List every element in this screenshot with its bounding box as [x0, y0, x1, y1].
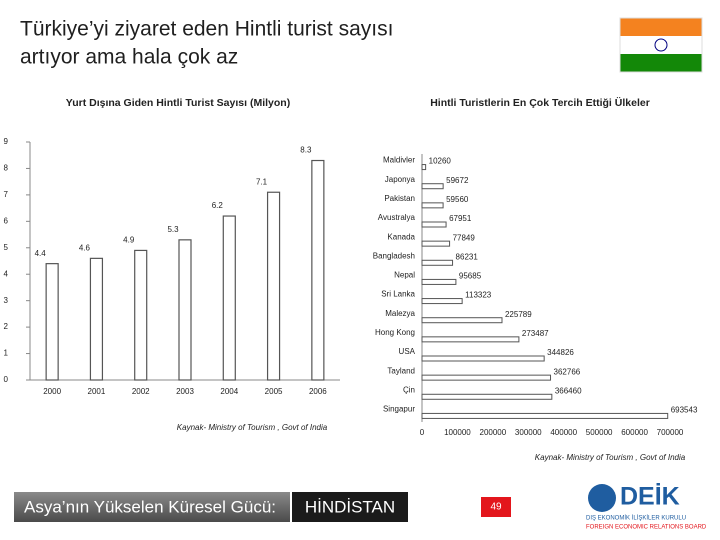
page-number: 49	[490, 502, 502, 513]
y-tick-label: Hong Kong	[375, 328, 415, 337]
x-tick-label: 2006	[309, 387, 327, 396]
x-tick-label: 200000	[480, 428, 507, 437]
country: HİNDİSTAN	[305, 497, 395, 516]
source: Kaynak- Ministry of Tourism , Govt of In…	[177, 423, 328, 432]
value-label: 95685	[459, 272, 482, 281]
source: Kaynak- Ministry of Tourism , Govt of In…	[535, 453, 686, 462]
bar	[266, 191, 281, 381]
value-label: 67951	[449, 214, 472, 223]
value-label: 86231	[456, 252, 479, 261]
value-label: 693543	[671, 406, 698, 415]
logo-line: DIŞ EKONOMİK İLİŞKİLER KURULU	[586, 515, 686, 522]
bar	[421, 240, 451, 247]
y-tick-label: 2	[4, 322, 9, 331]
value-label: 6.2	[212, 201, 224, 210]
y-tick-label: 5	[4, 243, 9, 252]
y-tick-label: 1	[4, 349, 9, 358]
value-label: 113323	[465, 291, 492, 300]
x-tick-label: 2000	[43, 387, 61, 396]
value-label: 4.4	[35, 249, 47, 258]
flag	[619, 17, 703, 73]
value-label: 344826	[547, 348, 574, 357]
bar	[421, 393, 553, 400]
bar	[421, 221, 447, 228]
x-tick-label: 400000	[550, 428, 577, 437]
bar	[421, 355, 545, 362]
value-label: 273487	[522, 329, 549, 338]
value-label: 5.3	[167, 225, 179, 234]
value-label: 8.3	[300, 146, 312, 155]
y-tick-label: Pakistan	[384, 194, 415, 203]
value-label: 4.6	[79, 243, 91, 252]
y-tick-label: 7	[4, 190, 9, 199]
bar	[421, 202, 444, 209]
value-label: 362766	[554, 367, 581, 376]
y-tick-label: 4	[4, 269, 9, 278]
y-tick-label: 0	[4, 375, 9, 384]
x-tick-label: 2004	[220, 387, 238, 396]
y-tick-label: Malezya	[385, 309, 415, 318]
bar	[222, 215, 236, 381]
y-tick-label: 9	[4, 137, 9, 146]
bar	[421, 317, 503, 324]
y-tick-label: Sri Lanka	[381, 290, 415, 299]
x-tick-label: 300000	[515, 428, 542, 437]
bar	[89, 257, 104, 381]
value-label: 7.1	[256, 177, 268, 186]
y-tick-label: 6	[4, 216, 9, 225]
y-tick-label: Singapur	[383, 405, 415, 414]
logo: DEİK	[620, 483, 680, 511]
bar	[421, 298, 463, 305]
y-tick-label: Çin	[403, 385, 415, 394]
y-tick-label: Bangladesh	[373, 251, 415, 260]
chart-title: Hintli Turistlerin En Çok Tercih Ettiği …	[430, 96, 650, 109]
value-label: 4.9	[123, 236, 135, 245]
bar	[421, 164, 427, 171]
y-tick-label: USA	[399, 347, 416, 356]
x-tick-label: 500000	[586, 428, 613, 437]
y-tick-label: Nepal	[394, 271, 415, 280]
x-tick-label: 700000	[657, 428, 684, 437]
y-tick-label: Avustralya	[378, 213, 416, 222]
bar	[421, 278, 457, 285]
value-label: 59672	[446, 176, 469, 185]
x-tick-label: 2002	[132, 387, 150, 396]
bar	[421, 336, 520, 343]
tagline: Asya’nın Yükselen Küresel Gücü:	[24, 497, 276, 516]
x-tick-label: 0	[420, 428, 425, 437]
bar	[421, 259, 454, 266]
tagline-box	[14, 492, 290, 522]
x-tick-label: 2003	[176, 387, 194, 396]
y-tick-label: Tayland	[387, 366, 415, 375]
chart-title: Yurt Dışına Giden Hintli Turist Sayısı (…	[66, 97, 290, 109]
y-tick-label: 8	[4, 164, 9, 173]
y-tick-label: Maldivler	[383, 156, 415, 165]
country-box	[292, 492, 408, 522]
value-label: 77849	[453, 233, 476, 242]
page-box	[481, 497, 511, 517]
bar	[134, 249, 148, 381]
x-tick-label: 2005	[265, 387, 283, 396]
bar	[178, 239, 192, 381]
bar	[421, 374, 552, 381]
bar	[421, 412, 669, 419]
bar	[45, 263, 59, 381]
y-tick-label: Japonya	[385, 175, 416, 184]
bar	[311, 159, 325, 381]
slide-title: artıyor ama hala çok az	[20, 46, 238, 69]
y-tick-label: Kanada	[387, 232, 415, 241]
x-tick-label: 600000	[621, 428, 648, 437]
value-label: 59560	[446, 195, 469, 204]
x-tick-label: 100000	[444, 428, 471, 437]
logo-line: FOREIGN ECONOMIC RELATIONS BOARD	[586, 525, 707, 531]
slide-title: Türkiye’yi ziyaret eden Hintli turist sa…	[20, 18, 393, 41]
y-tick-label: 3	[4, 296, 9, 305]
x-tick-label: 2001	[88, 387, 106, 396]
bar	[421, 183, 444, 190]
logo-globe	[588, 484, 616, 512]
value-label: 366460	[555, 386, 582, 395]
value-label: 10260	[429, 157, 452, 166]
value-label: 225789	[505, 310, 532, 319]
